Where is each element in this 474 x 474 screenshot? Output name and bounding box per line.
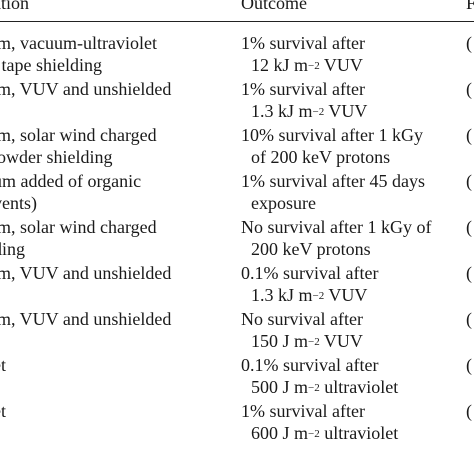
reference-cell: ( [466,33,472,53]
unit-exponent: −2 [308,428,320,440]
outcome-line: 600 J m−2 ultraviolet [241,422,398,444]
reference-cell: ( [466,355,472,375]
outcome-fragment: of 200 keV protons [251,147,391,167]
header-condition: lation [0,0,29,13]
unit-exponent: −2 [308,60,320,72]
unit-exponent: −2 [312,290,325,302]
reference-cell: ( [466,79,472,99]
outcome-fragment: VUV [319,55,363,75]
outcome-line: 1.3 kJ m−2 VUV [241,100,367,122]
outcome-fragment: ultraviolet [319,423,399,443]
outcome-fragment: 200 keV protons [251,239,371,259]
reference-cell: ( [466,309,472,329]
outcome-line: 1% survival after [241,33,365,53]
condition-line: lvents) [0,193,37,213]
outcome-fragment: 150 J m [251,331,309,351]
header-rule [0,21,474,23]
condition-line: um, solar wind charged [0,125,157,145]
outcome-fragment: 600 J m [251,423,309,443]
reference-cell: ( [466,125,472,145]
outcome-line: 10% survival after 1 kGy [241,125,423,145]
outcome-line: 1.3 kJ m−2 VUV [241,284,367,306]
reference-cell: ( [466,217,472,237]
outcome-fragment: VUV [319,331,363,351]
outcome-fragment: VUV [324,285,368,305]
outcome-fragment: 1.3 kJ m [251,101,313,121]
outcome-fragment: 1.3 kJ m [251,285,313,305]
outcome-line: 12 kJ m−2 VUV [241,54,363,76]
outcome-line: 1% survival after [241,79,365,99]
outcome-fragment: 500 J m [251,377,309,397]
outcome-line: 1% survival after [241,401,365,421]
condition-line: um, VUV and unshielded [0,309,172,329]
condition-line: um, VUV and unshielded [0,79,172,99]
outcome-fragment: VUV [324,101,368,121]
condition-line: lding [0,239,26,259]
unit-exponent: −2 [312,106,325,118]
header-outcome: Outcome [241,0,307,13]
reference-cell: ( [466,263,472,283]
outcome-fragment: ultraviolet [319,377,399,397]
unit-exponent: −2 [308,382,320,394]
condition-line: n tape shielding [0,55,102,75]
header-reference: F [466,0,474,13]
unit-exponent: −2 [308,336,320,348]
condition-line: um, solar wind charged [0,217,157,237]
reference-cell: ( [466,171,472,191]
condition-line: um, vacuum-ultraviolet [0,33,157,53]
outcome-fragment: 12 kJ m [251,55,309,75]
outcome-line: 0.1% survival after [241,263,379,283]
condition-line: powder shielding [0,147,113,167]
outcome-line: No survival after [241,309,363,329]
outcome-fragment: exposure [251,193,316,213]
condition-line: let [0,401,6,421]
reference-cell: ( [466,401,472,421]
condition-line: let [0,355,6,375]
condition-line: um, VUV and unshielded [0,263,172,283]
outcome-line: exposure [241,192,316,214]
outcome-line: 1% survival after 45 days [241,171,425,191]
outcome-line: 500 J m−2 ultraviolet [241,376,398,398]
condition-line: ium added of organic [0,171,142,191]
outcome-line: of 200 keV protons [241,146,390,168]
outcome-line: 0.1% survival after [241,355,379,375]
outcome-line: No survival after 1 kGy of [241,217,432,237]
outcome-line: 150 J m−2 VUV [241,330,363,352]
outcome-line: 200 keV protons [241,238,371,260]
